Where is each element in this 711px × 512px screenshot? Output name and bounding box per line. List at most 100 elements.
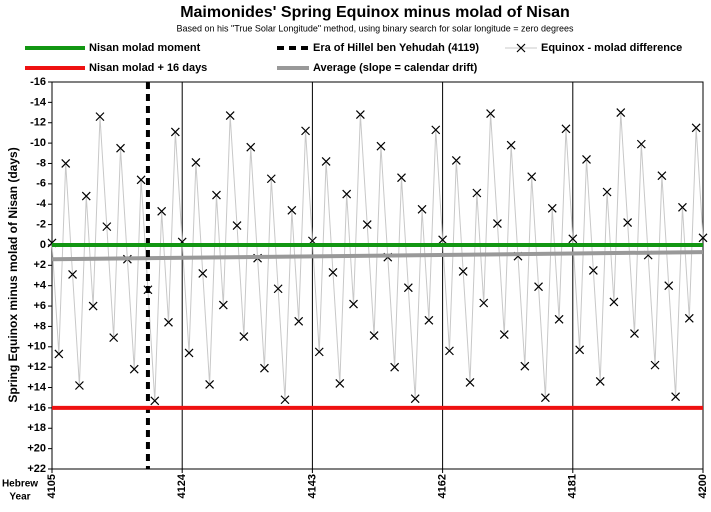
data-point [445, 346, 454, 356]
data-point [369, 331, 379, 341]
data-point [657, 171, 667, 181]
data-point [527, 172, 537, 182]
data-point [95, 112, 105, 122]
data-point [212, 190, 221, 200]
x-tick-label: 4200 [697, 474, 709, 498]
data-point [451, 155, 461, 165]
data-point [650, 360, 660, 370]
data-point [129, 364, 139, 374]
data-point [595, 376, 605, 386]
legend-label: Average (slope = calendar drift) [313, 62, 478, 74]
y-tick-label: -8 [36, 157, 46, 169]
y-tick-label: -2 [36, 218, 46, 230]
x-tick-label: 4105 [46, 474, 58, 498]
data-point [294, 316, 304, 326]
data-point [684, 313, 694, 323]
data-point [678, 202, 687, 212]
y-tick-label: +22 [27, 463, 46, 475]
data-point [609, 297, 619, 307]
data-point [554, 314, 564, 324]
data-point [239, 332, 249, 342]
data-point [575, 345, 585, 355]
y-tick-label: +12 [27, 361, 46, 373]
data-point [390, 362, 400, 372]
data-point [671, 392, 681, 402]
data-point [88, 301, 98, 311]
y-tick-label: +18 [27, 422, 46, 434]
y-tick-label: -6 [36, 178, 46, 190]
x-tick-label: 4181 [567, 474, 579, 498]
data-point [431, 125, 441, 135]
data-point [205, 380, 215, 389]
data-point [355, 110, 365, 120]
x-axis-label: Hebrew [2, 479, 38, 490]
data-point [636, 139, 646, 149]
data-point [616, 108, 626, 117]
data-point [81, 191, 91, 201]
y-tick-label: 0 [40, 239, 46, 251]
data-point [232, 221, 242, 231]
legend-label: Nisan molad moment [89, 42, 201, 54]
legend-label: Nisan molad + 16 days [89, 62, 207, 74]
data-point [438, 235, 448, 245]
data-point [116, 143, 125, 153]
reference-line [51, 250, 704, 262]
legend-label: Era of Hillel ben Yehudah (4119) [313, 42, 479, 54]
data-point [397, 173, 406, 183]
data-point [328, 268, 338, 277]
data-point [588, 265, 598, 275]
data-point [164, 317, 173, 327]
data-point [136, 175, 146, 185]
data-point [472, 188, 482, 198]
data-point [465, 378, 475, 387]
y-tick-label: +6 [33, 300, 46, 312]
data-point [273, 284, 283, 294]
data-point [424, 315, 434, 325]
y-tick-label: +10 [27, 341, 46, 353]
data-point [499, 330, 509, 339]
data-point [287, 205, 297, 215]
data-point [458, 267, 468, 276]
data-point [246, 142, 256, 152]
data-point [479, 298, 489, 308]
data-point [410, 394, 420, 404]
chart-subtitle: Based on his "True Solar Longitude" meth… [176, 23, 574, 33]
chart-title: Maimonides' Spring Equinox minus molad o… [180, 4, 570, 21]
y-axis-label: Spring Equinox minus molad of Nisan (day… [6, 147, 20, 402]
legend-label: Equinox - molad difference [541, 42, 682, 54]
data-point [301, 126, 310, 136]
data-point [486, 109, 495, 118]
data-point [630, 329, 639, 338]
x-tick-label: 4162 [437, 474, 449, 498]
data-point [417, 204, 427, 214]
data-point [61, 159, 71, 168]
x-axis-label: Year [9, 492, 30, 503]
data-point [376, 141, 386, 151]
data-point [342, 189, 352, 199]
data-point [492, 219, 502, 228]
data-point [260, 363, 269, 373]
data-point [623, 218, 633, 227]
data-point [506, 140, 516, 150]
plot-frame [51, 81, 704, 470]
x-tick-label: 4143 [306, 474, 318, 498]
data-point [362, 220, 372, 230]
y-tick-label: -14 [30, 96, 47, 108]
data-point [403, 283, 413, 293]
data-point [68, 270, 77, 279]
data-point [691, 123, 701, 133]
data-point [225, 111, 235, 121]
data-point [561, 124, 571, 134]
y-tick-label: +20 [27, 443, 46, 455]
data-point [74, 381, 84, 390]
data-point [321, 157, 331, 166]
y-tick-label: -16 [30, 76, 46, 88]
data-point [150, 396, 160, 406]
data-point [540, 393, 550, 403]
data-point [698, 233, 708, 243]
legend-marker [516, 43, 526, 53]
data-point [314, 347, 324, 357]
y-tick-label: +2 [33, 259, 46, 271]
y-tick-label: +8 [33, 320, 46, 332]
